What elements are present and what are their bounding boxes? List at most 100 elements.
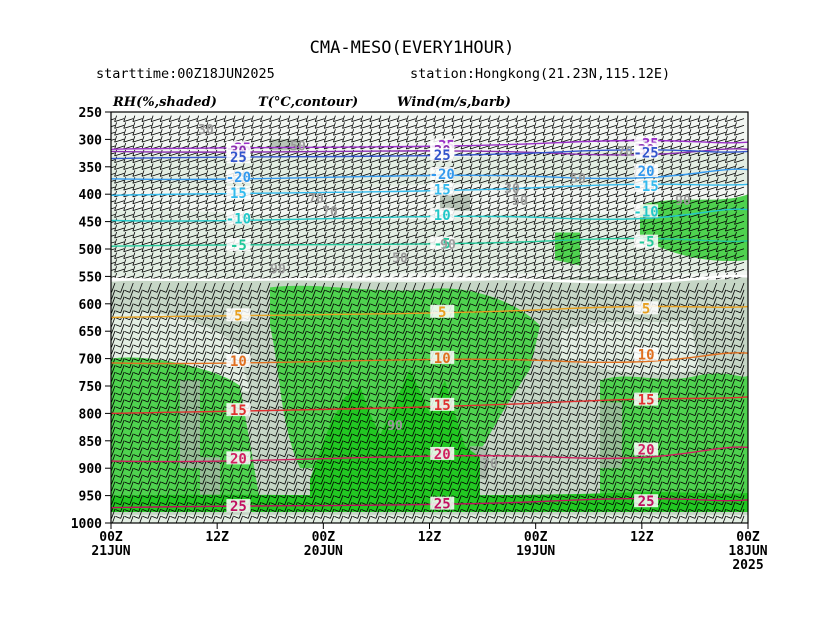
wind-barb <box>178 220 189 225</box>
wind-barb-flag <box>680 317 686 321</box>
wind-barb-flag <box>132 231 136 239</box>
wind-barb <box>615 186 626 191</box>
wind-barb-flag <box>369 170 373 177</box>
wind-barb-flag <box>132 183 136 191</box>
wind-barb <box>603 323 608 334</box>
wind-barb <box>597 214 608 218</box>
wind-barb <box>515 193 526 198</box>
wind-barb <box>643 275 653 280</box>
wind-barb-flag <box>141 238 145 246</box>
wind-barb-flag <box>470 296 477 300</box>
wind-barb <box>561 186 571 191</box>
wind-barb <box>643 159 653 164</box>
wind-barb <box>233 227 243 232</box>
wind-barb <box>402 323 408 334</box>
wind-barb-flag <box>270 296 276 300</box>
wind-barb-flag <box>607 310 614 314</box>
wind-barb <box>187 179 198 184</box>
wind-barb <box>387 200 398 205</box>
wind-barb <box>475 330 481 341</box>
wind-barb <box>484 296 490 307</box>
wind-barb-flag <box>642 122 646 129</box>
wind-barb <box>542 268 553 273</box>
wind-barb-flag <box>433 122 437 129</box>
wind-barb <box>661 145 672 150</box>
wind-barb <box>114 118 125 122</box>
wind-barb <box>378 179 389 184</box>
wind-barb-flag <box>706 266 710 273</box>
wind-barb <box>269 227 280 232</box>
wind-barb <box>506 255 517 259</box>
wind-barb <box>430 317 435 327</box>
wind-barb <box>561 241 571 246</box>
wind-barb-flag <box>187 259 190 266</box>
wind-barb-flag <box>278 245 282 252</box>
wind-barb-flag <box>515 122 519 129</box>
wind-barb-flag <box>652 272 655 280</box>
wind-barb <box>679 166 690 170</box>
wind-barb <box>351 207 362 212</box>
wind-barb <box>707 268 717 273</box>
wind-barb-flag <box>633 266 637 273</box>
wind-barb <box>178 227 189 232</box>
wind-barb-flag <box>416 317 422 321</box>
wind-barb-flag <box>715 211 719 218</box>
wind-barb <box>266 282 271 293</box>
wind-barb-flag <box>278 170 282 177</box>
wind-barb <box>141 138 152 143</box>
wind-barb-flag <box>161 317 167 321</box>
wind-barb-flag <box>133 344 139 348</box>
wind-barb-flag <box>250 197 254 204</box>
wind-barb <box>220 289 225 300</box>
wind-barb-flag <box>187 272 190 280</box>
wind-barb <box>615 131 626 136</box>
wind-barb-flag <box>589 290 595 293</box>
wind-barb-flag <box>159 135 163 143</box>
wind-barb <box>293 330 298 341</box>
wind-barb-flag <box>624 272 628 280</box>
wind-barb-flag <box>533 163 537 170</box>
wind-barb <box>238 289 243 300</box>
wind-barb-flag <box>398 317 404 321</box>
wind-barb <box>542 118 553 122</box>
wind-barb <box>612 282 617 293</box>
wind-barb <box>132 152 143 157</box>
wind-barb <box>552 159 562 164</box>
wind-barb <box>484 317 490 327</box>
wind-barb <box>512 289 517 300</box>
wind-barb-flag <box>342 115 345 122</box>
wind-barb <box>460 207 471 212</box>
wind-barb <box>123 125 134 129</box>
wind-barb-flag <box>178 252 181 259</box>
wind-barb-flag <box>142 303 149 307</box>
wind-barb-flag <box>305 170 309 177</box>
wind-barb <box>329 289 335 300</box>
wind-barb <box>342 248 353 253</box>
wind-barb <box>351 262 362 266</box>
wind-barb-flag <box>205 122 209 129</box>
wind-barb-flag <box>351 135 355 143</box>
wind-barb-flag <box>278 135 282 143</box>
wind-barb <box>679 262 690 266</box>
wind-barb <box>348 282 353 293</box>
wind-barb <box>296 255 307 259</box>
wind-barb <box>740 282 745 293</box>
wind-barb <box>442 262 453 266</box>
wind-barb-flag <box>717 317 723 321</box>
wind-barb <box>132 220 143 225</box>
wind-barb-flag <box>114 197 117 204</box>
wind-barb-flag <box>314 115 318 122</box>
wind-barb-flag <box>598 337 604 341</box>
wind-barb <box>670 220 681 225</box>
wind-barb <box>132 125 143 129</box>
wind-barb-flag <box>178 149 181 156</box>
wind-barb-flag <box>114 149 117 156</box>
wind-barb <box>703 282 708 293</box>
wind-barb <box>688 179 699 184</box>
wind-barb <box>415 234 426 239</box>
wind-barb-flag <box>451 259 455 266</box>
wind-barb-flag <box>334 337 340 341</box>
wind-barb-flag <box>132 204 136 211</box>
wind-barb-flag <box>653 331 659 334</box>
wind-barb <box>402 289 408 300</box>
